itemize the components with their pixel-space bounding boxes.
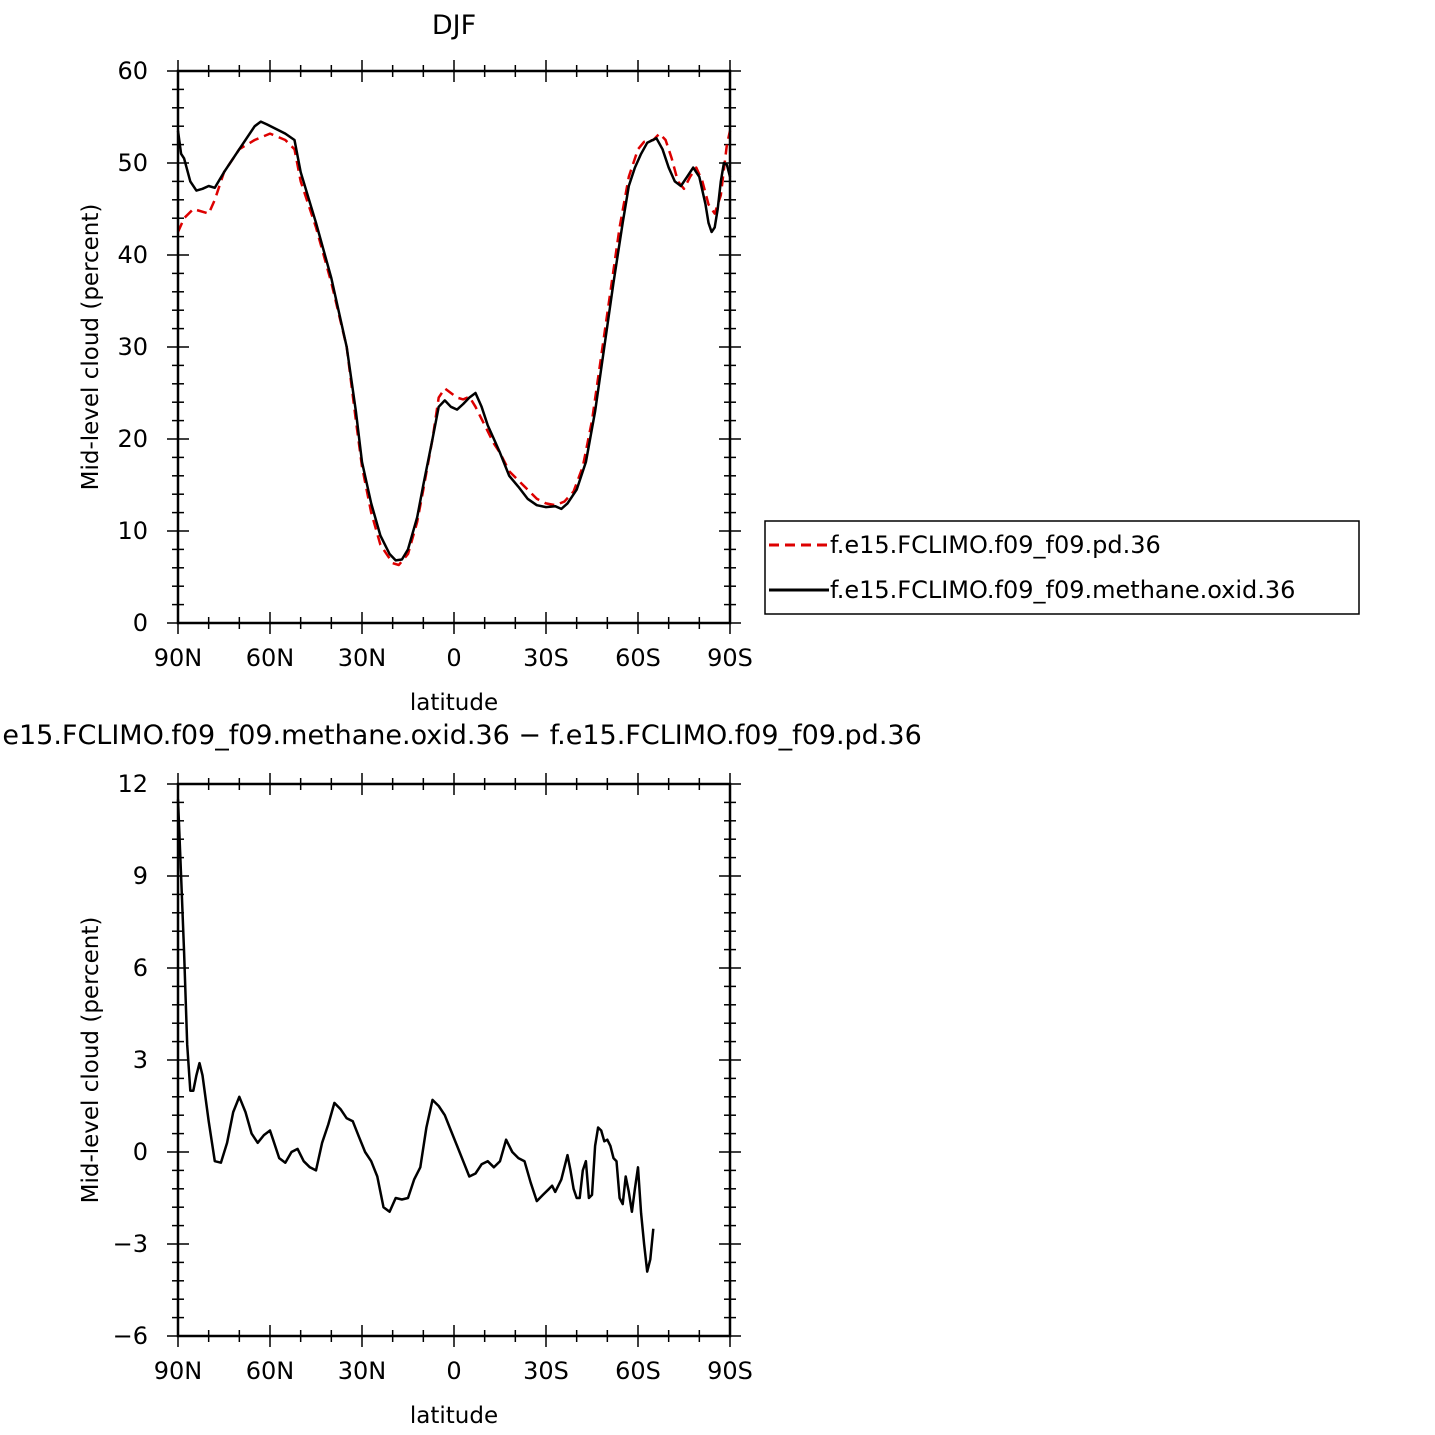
top-x-tick-label: 60N [246,644,295,672]
top-x-tick-label: 30N [338,644,387,672]
top-x-tick-label: 90N [154,644,203,672]
bottom-panel-ticks: 90N 60N 30N 0 30S 60S 90S −6 −3 0 3 6 9 12 [113,770,753,1385]
bottom-x-tick-label: 30S [523,1357,569,1385]
bottom-y-tick-label: 3 [133,1046,148,1074]
bottom-x-tick-label: 0 [446,1357,461,1385]
bottom-panel-ylabel: Mid-level cloud (percent) [78,917,104,1204]
top-x-tick-label: 90S [707,644,753,672]
legend-box [764,520,1360,615]
top-y-tick-label: 0 [133,609,148,637]
bottom-y-tick-label: −6 [113,1322,148,1350]
top-panel-xlabel: latitude [410,690,498,716]
bottom-y-tick-label: 9 [133,862,148,890]
top-panel-frame [176,69,732,625]
bottom-panel-series [176,799,655,1273]
top-x-tick-label: 30S [523,644,569,672]
top-panel-ticks: 90N 60N 30N 0 30S 60S 90S 0 10 20 30 40 50 60 [117,57,752,672]
top-panel: DJF 90N 60N 30N 0 30S 60S 90S 0 10 20 30 40 50 60 lat… [78,10,753,716]
bottom-x-tick-label: 90S [707,1357,753,1385]
bottom-x-tick-label: 60S [615,1357,661,1385]
top-x-tick-label: 60S [615,644,661,672]
legend: f.e15.FCLIMO.f09_f09.pd.36 f.e15.FCLIMO.… [764,520,1360,615]
top-series-line-1 [176,120,732,562]
bottom-panel: f.e15.FCLIMO.f09_f09.methane.oxid.36 − f… [0,720,922,1429]
top-series-line-0 [176,130,732,567]
top-panel-title: DJF [432,10,476,41]
bottom-panel-frame [176,782,732,1338]
bottom-x-tick-label: 30N [338,1357,387,1385]
top-panel-ylabel: Mid-level cloud (percent) [78,204,104,491]
legend-label-methane: f.e15.FCLIMO.f09_f09.methane.oxid.36 [830,576,1295,604]
bottom-panel-title: f.e15.FCLIMO.f09_f09.methane.oxid.36 − f… [0,720,922,751]
top-x-tick-label: 0 [446,644,461,672]
top-y-tick-label: 10 [117,517,148,545]
bottom-panel-xlabel: latitude [410,1403,498,1429]
bottom-x-tick-label: 60N [246,1357,295,1385]
bottom-y-tick-label: −3 [113,1230,148,1258]
bottom-x-tick-label: 90N [154,1357,203,1385]
top-y-tick-label: 30 [117,333,148,361]
bottom-y-tick-label: 12 [117,770,148,798]
bottom-series-line-0 [176,799,655,1273]
top-y-tick-label: 50 [117,149,148,177]
bottom-y-tick-label: 0 [133,1138,148,1166]
top-panel-series [176,120,732,567]
top-y-tick-label: 40 [117,241,148,269]
top-y-tick-label: 60 [117,57,148,85]
bottom-y-tick-label: 6 [133,954,148,982]
legend-label-pd: f.e15.FCLIMO.f09_f09.pd.36 [830,531,1161,559]
top-y-tick-label: 20 [117,425,148,453]
